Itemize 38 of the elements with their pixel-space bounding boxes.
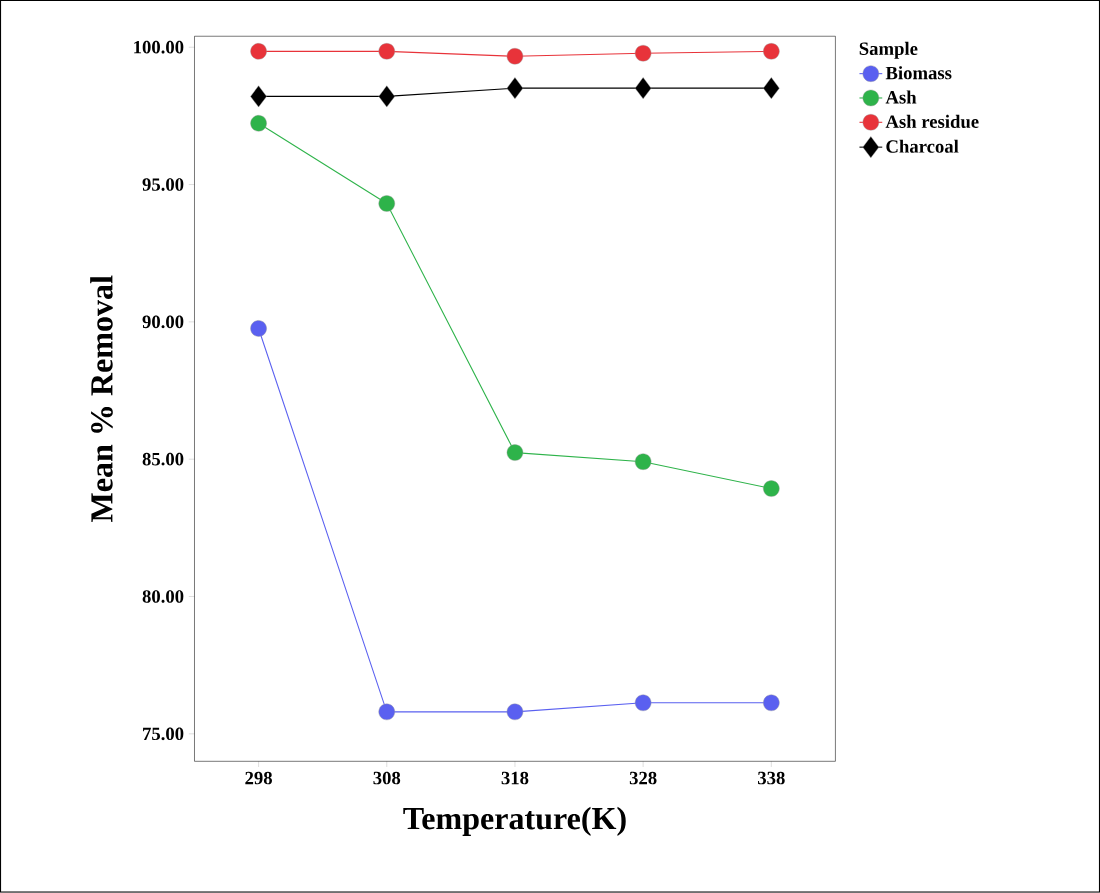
x-tick-label: 328 (629, 771, 657, 785)
legend-label: Ash (885, 90, 917, 104)
legend-label: Biomass (885, 66, 952, 80)
point (250, 320, 267, 337)
y-tick-label: 80.00 (142, 590, 184, 604)
point (506, 444, 524, 461)
point (378, 195, 395, 212)
point (506, 77, 524, 100)
point (378, 85, 395, 108)
point (250, 43, 267, 60)
y-axis-title: Mean % Removal (90, 275, 113, 523)
point (634, 45, 652, 62)
point (506, 703, 524, 721)
point (634, 694, 652, 712)
x-tick-label: 298 (245, 771, 272, 785)
x-tick-label: 338 (758, 771, 785, 785)
y-tick-label: 85.00 (142, 452, 184, 466)
legend-title: Sample (859, 41, 918, 59)
point (763, 480, 780, 497)
x-tick-label: 308 (373, 771, 401, 785)
legend-label: Ash residue (885, 114, 979, 129)
point (763, 43, 780, 60)
y-tick-label: 95.00 (142, 178, 184, 192)
point (634, 453, 652, 471)
x-tick-label: 318 (501, 771, 529, 785)
point (634, 77, 652, 100)
point (250, 85, 267, 108)
point (763, 694, 780, 712)
x-axis-title: Temperature(K) (403, 807, 626, 837)
y-tick-label: 75.00 (143, 727, 184, 741)
legend-label: Charcoal (886, 139, 959, 153)
point (378, 703, 395, 721)
y-tick-label: 90.00 (142, 315, 184, 329)
y-tick-label: 100.00 (134, 41, 184, 54)
point (250, 115, 267, 132)
point (378, 43, 395, 60)
point (506, 48, 524, 65)
point (763, 77, 780, 100)
